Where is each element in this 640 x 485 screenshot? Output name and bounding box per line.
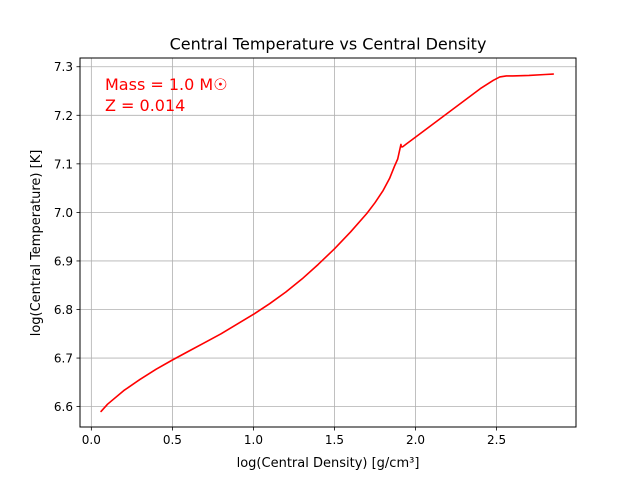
annotation-mass: Mass = 1.0 M☉: [105, 75, 228, 94]
x-tick-label: 2.5: [487, 433, 506, 447]
x-tick-label: 2.0: [406, 433, 425, 447]
series-line-0: [100, 73, 555, 413]
annotation-metallicity: Z = 0.014: [105, 96, 185, 115]
annotation-box: Mass = 1.0 M☉ Z = 0.014: [105, 75, 228, 115]
y-tick-label: 7.2: [54, 109, 73, 123]
y-tick-label: 6.6: [54, 400, 73, 414]
y-axis-label: log(Central Temperature) [K]: [29, 150, 44, 337]
x-axis-label: log(Central Density) [g/cm³]: [237, 456, 420, 471]
y-tick-label: 6.8: [54, 303, 73, 317]
y-tick-label: 6.7: [54, 352, 73, 366]
y-tick-label: 7.1: [54, 157, 73, 171]
axis-ticks: 0.0 0.5 1.0 1.5 2.0 2.5 6.6 6.7 6.8 6.9 7.0 7.1 7.2 7…: [54, 60, 506, 447]
x-tick-label: 0.5: [163, 433, 182, 447]
grid: [80, 58, 576, 427]
series-layer: [100, 73, 555, 413]
x-tick-label: 1.5: [325, 433, 344, 447]
y-tick-label: 7.0: [54, 206, 73, 220]
x-tick-label: 1.0: [244, 433, 263, 447]
plot-frame: [79, 57, 577, 428]
x-tick-label: 0.0: [82, 433, 101, 447]
y-tick-label: 6.9: [54, 254, 73, 268]
chart-title: Central Temperature vs Central Density: [170, 35, 487, 54]
y-tick-label: 7.3: [54, 60, 73, 74]
